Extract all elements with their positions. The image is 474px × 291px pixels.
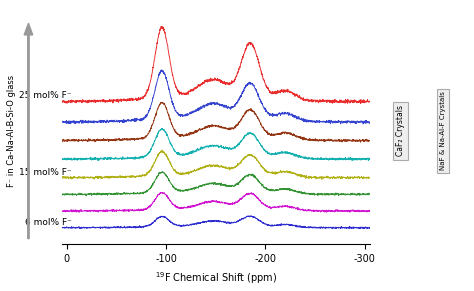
- X-axis label: $^{19}$F Chemical Shift (ppm): $^{19}$F Chemical Shift (ppm): [155, 270, 277, 285]
- Text: CaF₂ Crystals: CaF₂ Crystals: [396, 105, 405, 157]
- Text: NaF & Na-Al-F Crystals: NaF & Na-Al-F Crystals: [440, 91, 446, 171]
- Text: 6 mol% F⁻: 6 mol% F⁻: [25, 218, 72, 227]
- Text: F⁻ in Ca-Na-Al-B-Si-O glass: F⁻ in Ca-Na-Al-B-Si-O glass: [8, 75, 16, 187]
- Text: 15 mol% F⁻: 15 mol% F⁻: [19, 168, 72, 177]
- Text: 25 mol% F⁻: 25 mol% F⁻: [19, 91, 72, 100]
